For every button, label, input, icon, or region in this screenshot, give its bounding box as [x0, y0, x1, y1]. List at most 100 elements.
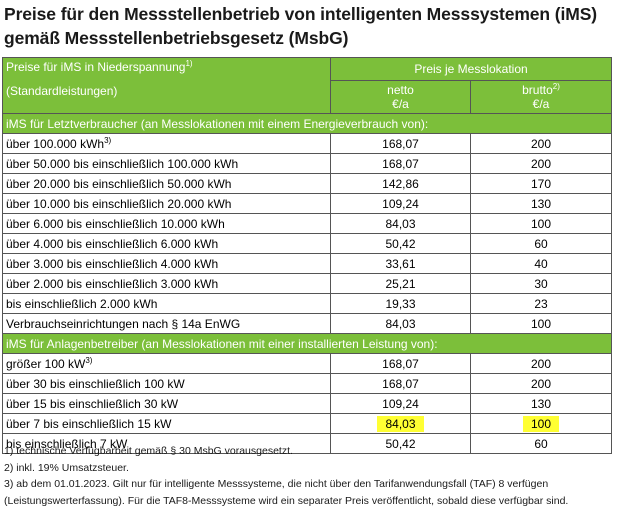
- row-label-text: über 3.000 bis einschließlich 4.000 kWh: [6, 257, 218, 271]
- row-label: über 7 bis einschließlich 15 kW: [3, 414, 331, 434]
- header-netto-cell: netto €/a: [331, 81, 471, 114]
- footnotes: 1) technische Verfügbarbeit gemäß § 30 M…: [4, 443, 616, 509]
- netto-cell: 168,07: [331, 374, 471, 394]
- brutto-value: 100: [531, 217, 551, 231]
- table-row: über 20.000 bis einschließlich 50.000 kW…: [3, 174, 612, 194]
- header-brutto-cell: brutto2) €/a: [471, 81, 612, 114]
- brutto-cell: 130: [471, 394, 612, 414]
- header-netto-unit: €/a: [392, 97, 409, 111]
- footnote-line: 3) ab dem 01.01.2023. Gilt nur für intel…: [4, 476, 616, 493]
- row-label: bis einschließlich 2.000 kWh: [3, 294, 331, 314]
- header-brutto-label: brutto: [522, 83, 553, 97]
- table-row: über 2.000 bis einschließlich 3.000 kWh 2…: [3, 274, 612, 294]
- footnote-line: (Leistungswerterfassung). Für die TAF8-M…: [4, 493, 616, 509]
- row-label: über 3.000 bis einschließlich 4.000 kWh: [3, 254, 331, 274]
- table-header-row: Preise für iMS in Niederspannung1) (Stan…: [3, 58, 612, 81]
- netto-value: 109,24: [382, 397, 419, 411]
- netto-cell: 84,03: [331, 414, 471, 434]
- row-label-text: über 30 bis einschließlich 100 kW: [6, 377, 185, 391]
- netto-value: 84,03: [385, 217, 415, 231]
- row-label: über 2.000 bis einschließlich 3.000 kWh: [3, 274, 331, 294]
- row-label: über 6.000 bis einschließlich 10.000 kWh: [3, 214, 331, 234]
- row-label-text: über 50.000 bis einschließlich 100.000 k…: [6, 157, 238, 171]
- row-footnote-ref: 3): [104, 136, 111, 145]
- table-row: über 6.000 bis einschließlich 10.000 kWh…: [3, 214, 612, 234]
- netto-value: 84,03: [377, 416, 423, 432]
- page-title: Preise für den Messstellenbetrieb von in…: [4, 2, 616, 50]
- table-row: über 10.000 bis einschließlich 20.000 kW…: [3, 194, 612, 214]
- table-row: über 4.000 bis einschließlich 6.000 kWh 5…: [3, 234, 612, 254]
- row-label: über 30 bis einschließlich 100 kW: [3, 374, 331, 394]
- row-label: größer 100 kW3): [3, 354, 331, 374]
- table-row: größer 100 kW3) 168,07 200: [3, 354, 612, 374]
- table-row: über 15 bis einschließlich 30 kW 109,24 13…: [3, 394, 612, 414]
- section-title: iMS für Letztverbraucher (an Messlokatio…: [3, 114, 612, 134]
- brutto-cell: 40: [471, 254, 612, 274]
- row-footnote-ref: 3): [85, 356, 92, 365]
- row-label-text: über 4.000 bis einschließlich 6.000 kWh: [6, 237, 218, 251]
- header-netto-label: netto: [387, 83, 414, 97]
- row-label-text: größer 100 kW: [6, 357, 85, 371]
- brutto-value: 130: [531, 197, 551, 211]
- netto-cell: 109,24: [331, 394, 471, 414]
- row-label: über 100.000 kWh3): [3, 134, 331, 154]
- brutto-cell: 200: [471, 354, 612, 374]
- netto-cell: 109,24: [331, 194, 471, 214]
- netto-value: 50,42: [385, 237, 415, 251]
- brutto-value: 200: [531, 157, 551, 171]
- row-label-text: über 7 bis einschließlich 15 kW: [6, 417, 171, 431]
- row-label: Verbrauchseinrichtungen nach § 14a EnWG: [3, 314, 331, 334]
- row-label-text: über 10.000 bis einschließlich 20.000 kW…: [6, 197, 231, 211]
- brutto-value: 170: [531, 177, 551, 191]
- header-left-line1: Preise für iMS in Niederspannung: [6, 60, 185, 74]
- table-row: über 30 bis einschließlich 100 kW 168,07 2…: [3, 374, 612, 394]
- header-brutto-footnote-ref: 2): [553, 82, 560, 91]
- table-row: über 3.000 bis einschließlich 4.000 kWh 3…: [3, 254, 612, 274]
- netto-value: 168,07: [382, 357, 419, 371]
- row-label: über 10.000 bis einschließlich 20.000 kW…: [3, 194, 331, 214]
- section-title: iMS für Anlagenbetreiber (an Messlokatio…: [3, 334, 612, 354]
- header-brutto-unit: €/a: [533, 97, 550, 111]
- row-label: über 20.000 bis einschließlich 50.000 kW…: [3, 174, 331, 194]
- brutto-value: 100: [523, 416, 559, 432]
- brutto-value: 60: [534, 237, 547, 251]
- brutto-cell: 60: [471, 234, 612, 254]
- row-label-text: über 6.000 bis einschließlich 10.000 kWh: [6, 217, 225, 231]
- table-row: über 50.000 bis einschließlich 100.000 k…: [3, 154, 612, 174]
- table-row: über 7 bis einschließlich 15 kW 84,03 100: [3, 414, 612, 434]
- netto-value: 168,07: [382, 157, 419, 171]
- brutto-value: 200: [531, 137, 551, 151]
- brutto-value: 23: [534, 297, 547, 311]
- footnote-line: 2) inkl. 19% Umsatzsteuer.: [4, 460, 616, 477]
- netto-cell: 84,03: [331, 314, 471, 334]
- netto-cell: 142,86: [331, 174, 471, 194]
- brutto-cell: 100: [471, 214, 612, 234]
- brutto-cell: 30: [471, 274, 612, 294]
- row-label: über 15 bis einschließlich 30 kW: [3, 394, 331, 414]
- brutto-cell: 100: [471, 314, 612, 334]
- brutto-value: 130: [531, 397, 551, 411]
- brutto-value: 200: [531, 357, 551, 371]
- netto-cell: 168,07: [331, 354, 471, 374]
- brutto-cell: 200: [471, 374, 612, 394]
- section-header-row: iMS für Anlagenbetreiber (an Messlokatio…: [3, 334, 612, 354]
- price-table: Preise für iMS in Niederspannung1) (Stan…: [2, 57, 612, 454]
- row-label-text: bis einschließlich 2.000 kWh: [6, 297, 157, 311]
- header-footnote-ref: 1): [185, 59, 192, 68]
- brutto-cell: 200: [471, 154, 612, 174]
- netto-value: 25,21: [385, 277, 415, 291]
- netto-value: 142,86: [382, 177, 419, 191]
- brutto-value: 200: [531, 377, 551, 391]
- brutto-cell: 100: [471, 414, 612, 434]
- netto-value: 33,61: [385, 257, 415, 271]
- row-label-text: über 100.000 kWh: [6, 137, 104, 151]
- brutto-cell: 23: [471, 294, 612, 314]
- row-label-text: über 15 bis einschließlich 30 kW: [6, 397, 178, 411]
- netto-value: 109,24: [382, 197, 419, 211]
- footnote-line: 1) technische Verfügbarbeit gemäß § 30 M…: [4, 443, 616, 460]
- row-label: über 4.000 bis einschließlich 6.000 kWh: [3, 234, 331, 254]
- brutto-cell: 200: [471, 134, 612, 154]
- header-price-title: Preis je Messlokation: [331, 58, 612, 81]
- brutto-cell: 130: [471, 194, 612, 214]
